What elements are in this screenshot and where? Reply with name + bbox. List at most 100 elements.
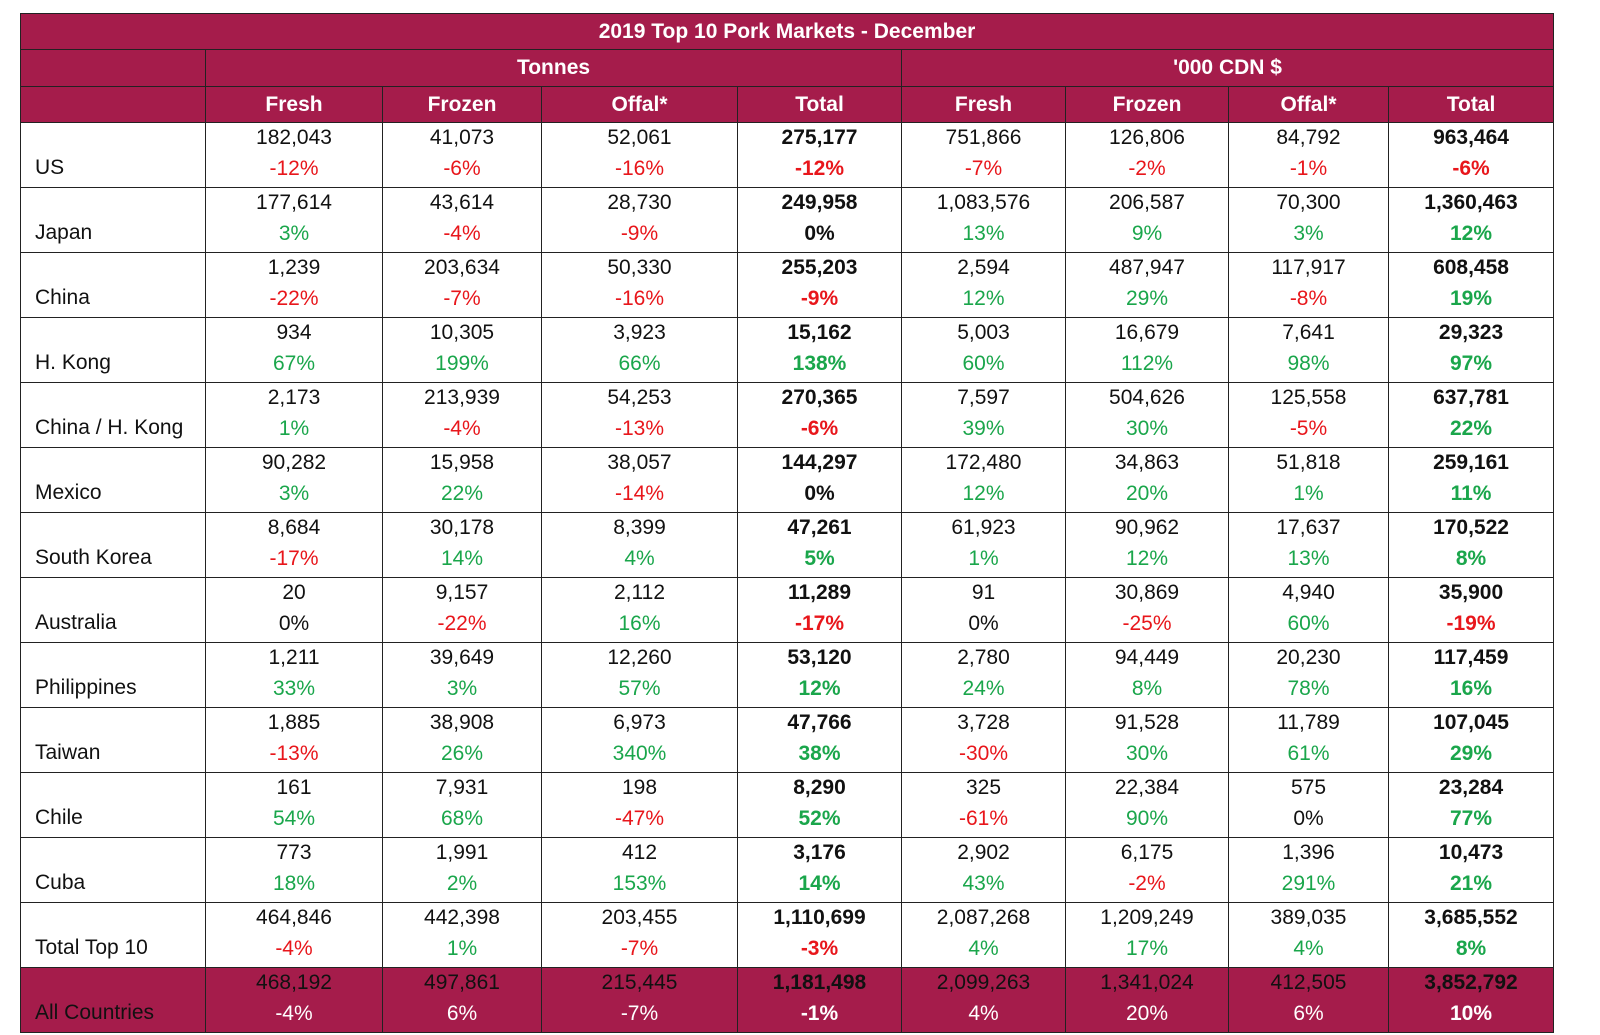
cell-change: 21%: [1450, 872, 1493, 895]
cell-change: 98%: [1287, 352, 1330, 375]
cell-change: -4%: [443, 222, 481, 245]
cell-value: 8,399: [613, 516, 666, 539]
cell-change: 5%: [804, 547, 835, 570]
cell-change: 1%: [446, 937, 478, 960]
cell-value: 172,480: [945, 451, 1022, 474]
country-label: Taiwan: [20, 707, 206, 773]
header-blank: [20, 49, 206, 87]
cell-change: 52%: [798, 807, 841, 830]
data-cell: 22,384 90%: [1065, 772, 1229, 838]
cell-value: 963,464: [1433, 126, 1509, 149]
data-cell: 11,789 61%: [1228, 707, 1389, 773]
cell-value: 29,323: [1438, 321, 1504, 344]
cell-change: 2%: [446, 872, 478, 895]
cell-change: 12%: [1125, 547, 1169, 570]
cell-change: -61%: [958, 807, 1009, 830]
cell-value: 3,176: [793, 841, 846, 864]
data-cell: 1,110,699 -3%: [737, 902, 902, 968]
cell-change: -19%: [1446, 612, 1496, 635]
data-cell: 3,923 66%: [541, 317, 738, 383]
data-cell: 206,587 9%: [1065, 187, 1229, 253]
data-cell: 84,792 -1%: [1228, 122, 1389, 188]
data-cell: 773 18%: [205, 837, 383, 903]
table-row: Cuba 773 18% 1,991 2% 412 153% 3,176 14% 2,902 43%…: [20, 837, 1555, 903]
data-cell: 38,908 26%: [382, 707, 542, 773]
data-cell: 70,300 3%: [1228, 187, 1389, 253]
cell-change: -7%: [620, 937, 659, 960]
cell-value: 5,003: [957, 321, 1010, 344]
cell-value: 7,931: [435, 776, 489, 799]
cell-change: 61%: [1287, 742, 1330, 765]
data-cell: 54,253 -13%: [541, 382, 738, 448]
cell-change: -22%: [269, 287, 319, 310]
cell-value: 38,908: [429, 711, 495, 734]
country-label: Cuba: [20, 837, 206, 903]
data-cell: 125,558 -5%: [1228, 382, 1389, 448]
data-cell: 203,634 -7%: [382, 252, 542, 318]
cell-change: 20%: [1125, 1002, 1169, 1025]
country-label: US: [20, 122, 206, 188]
cell-value: 7,641: [1282, 321, 1335, 344]
data-cell: 203,455 -7%: [541, 902, 738, 968]
cell-change: -30%: [958, 742, 1009, 765]
data-cell: 1,341,024 20%: [1065, 967, 1229, 1033]
cell-change: 30%: [1125, 417, 1169, 440]
cell-change: -22%: [437, 612, 487, 635]
cell-value: 751,866: [945, 126, 1022, 149]
cell-change: 12%: [962, 287, 1005, 310]
data-cell: 29,323 97%: [1387, 317, 1555, 383]
column-header: Total: [1387, 86, 1555, 123]
cell-change: 291%: [1281, 872, 1336, 895]
cell-value: 39,649: [429, 646, 495, 669]
cell-value: 608,458: [1433, 256, 1509, 279]
cell-change: 0%: [278, 612, 310, 635]
data-cell: 10,305 199%: [382, 317, 542, 383]
cell-value: 325: [965, 776, 1002, 799]
cell-value: 10,473: [1438, 841, 1504, 864]
data-cell: 11,289 -17%: [737, 577, 902, 643]
cell-value: 206,587: [1109, 191, 1185, 214]
cell-value: 1,211: [268, 646, 320, 669]
data-cell: 7,597 39%: [901, 382, 1066, 448]
cell-value: 117,917: [1271, 256, 1346, 279]
data-cell: 38,057 -14%: [541, 447, 738, 513]
data-cell: 2,594 12%: [901, 252, 1066, 318]
column-header: Total: [737, 86, 902, 123]
cell-value: 41,073: [429, 126, 495, 149]
cell-change: 3%: [446, 677, 478, 700]
cell-change: 29%: [1125, 287, 1169, 310]
cell-value: 38,057: [607, 451, 672, 474]
cell-value: 1,885: [267, 711, 321, 734]
cell-value: 1,181,498: [772, 971, 867, 994]
cell-change: 13%: [1287, 547, 1330, 570]
cell-value: 259,161: [1433, 451, 1509, 474]
cell-value: 504,626: [1109, 386, 1185, 409]
cell-value: 47,261: [787, 516, 852, 539]
data-cell: 107,045 29%: [1387, 707, 1555, 773]
cell-value: 442,398: [424, 906, 500, 929]
cell-value: 213,939: [424, 386, 500, 409]
cell-change: -1%: [1289, 157, 1328, 180]
cell-change: 4%: [1293, 937, 1324, 960]
cell-change: 340%: [612, 742, 667, 765]
data-cell: 35,900 -19%: [1387, 577, 1555, 643]
cell-change: -4%: [275, 937, 313, 960]
table-row: Total Top 10 464,846 -4% 442,398 1% 203,455 -7…: [20, 902, 1555, 968]
data-cell: 47,766 38%: [737, 707, 902, 773]
cell-value: 70,300: [1276, 191, 1341, 214]
pork-markets-table: 2019 Top 10 Pork Markets - December Tonn…: [19, 13, 1555, 1033]
data-cell: 198 -47%: [541, 772, 738, 838]
data-cell: 8,684 -17%: [205, 512, 383, 578]
data-cell: 53,120 12%: [737, 642, 902, 708]
cell-change: 39%: [962, 417, 1005, 440]
cell-change: -7%: [964, 157, 1003, 180]
cell-change: 8%: [1455, 547, 1487, 570]
cell-change: 20%: [1125, 482, 1169, 505]
cell-value: 1,341,024: [1100, 971, 1194, 994]
data-cell: 751,866 -7%: [901, 122, 1066, 188]
cell-change: 0%: [804, 482, 835, 505]
cell-change: -3%: [800, 937, 839, 960]
cell-value: 126,806: [1109, 126, 1185, 149]
cell-change: 10%: [1450, 1002, 1493, 1025]
cell-value: 575: [1290, 776, 1327, 799]
